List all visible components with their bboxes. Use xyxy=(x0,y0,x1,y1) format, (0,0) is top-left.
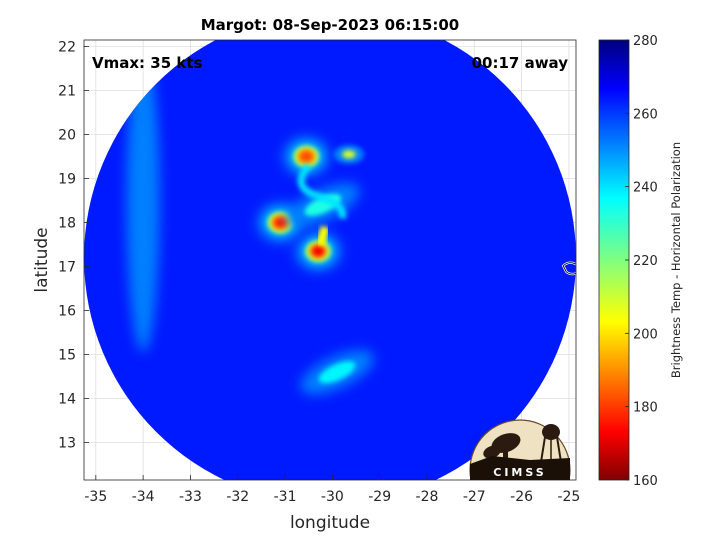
feature-arm xyxy=(316,225,330,246)
x-tick-label: -28 xyxy=(416,489,439,505)
x-tick-label: -27 xyxy=(463,489,486,505)
x-tick-label: -30 xyxy=(321,489,344,505)
axes-frame xyxy=(83,39,577,481)
x-tick-label: -35 xyxy=(84,489,107,505)
y-tick-label: 20 xyxy=(58,128,76,144)
x-tick-label: -25 xyxy=(557,489,580,505)
cimss-logo: CIMSS xyxy=(469,419,571,480)
y-tick-label: 17 xyxy=(58,260,76,276)
y-ticks: 13 14 15 16 17 18 19 20 21 22 xyxy=(58,40,89,452)
satellite-dish-icon xyxy=(483,433,521,462)
y-tick-label: 21 xyxy=(58,84,76,100)
island-outline xyxy=(561,261,576,276)
feature-ring xyxy=(300,151,313,162)
x-tick-label: -33 xyxy=(179,489,202,505)
x-axis-label: longitude xyxy=(290,513,370,533)
colorbar xyxy=(598,39,630,481)
colorbar-ticks: 160 180 200 220 240 260 280 xyxy=(625,34,658,489)
logo-text: CIMSS xyxy=(493,466,546,479)
feature-warm-streak xyxy=(126,49,160,352)
feature-cold-spot xyxy=(333,144,365,164)
x-tick-label: -26 xyxy=(510,489,533,505)
y-tick-label: 22 xyxy=(58,40,76,56)
water-tower-icon xyxy=(540,424,562,463)
feature-cold-core xyxy=(292,229,345,274)
feature-ring xyxy=(312,245,325,257)
y-tick-label: 14 xyxy=(58,392,76,408)
y-tick-label: 19 xyxy=(58,172,76,188)
chart-title: Margot: 08-Sep-2023 06:15:00 xyxy=(201,16,460,34)
feature-ring xyxy=(126,49,160,352)
swath-image xyxy=(84,40,576,480)
y-tick-label: 16 xyxy=(58,304,76,320)
y-axis-label: latitude xyxy=(32,227,52,292)
colorbar-label: Brightness Temp - Horizontal Polarizatio… xyxy=(669,142,683,378)
feature-band xyxy=(300,350,374,395)
feature-arm xyxy=(297,163,346,220)
feature-ring xyxy=(274,217,287,228)
colorbar-tick-label: 260 xyxy=(633,107,658,122)
colorbar-tick-label: 180 xyxy=(633,401,658,416)
colorbar-tick-label: 200 xyxy=(633,327,658,342)
brightness-features xyxy=(126,49,374,395)
x-tick-label: -29 xyxy=(368,489,391,505)
feature-cold-core xyxy=(280,134,333,179)
x-tick-label: -32 xyxy=(226,489,249,505)
y-tick-label: 15 xyxy=(58,348,76,364)
x-ticks: -35 -34 -33 -32 -31 -30 -29 -28 -27 -26 -25 xyxy=(84,475,580,505)
colorbar-tick-label: 220 xyxy=(633,254,658,269)
island-outline-shape xyxy=(562,262,576,275)
y-tick-label: 18 xyxy=(58,216,76,232)
x-tick-label: -34 xyxy=(132,489,155,505)
vmax-annotation: Vmax: 35 kts xyxy=(92,54,202,72)
colorbar-tick-label: 160 xyxy=(633,474,658,489)
x-tick-label: -31 xyxy=(274,489,297,505)
colorbar-tick-label: 280 xyxy=(633,34,658,49)
colorbar-tick-label: 240 xyxy=(633,181,658,196)
feature-ring xyxy=(342,150,356,159)
feature-ring xyxy=(318,361,356,384)
time-away-annotation: 00:17 away xyxy=(472,54,569,72)
y-tick-label: 13 xyxy=(58,436,76,452)
